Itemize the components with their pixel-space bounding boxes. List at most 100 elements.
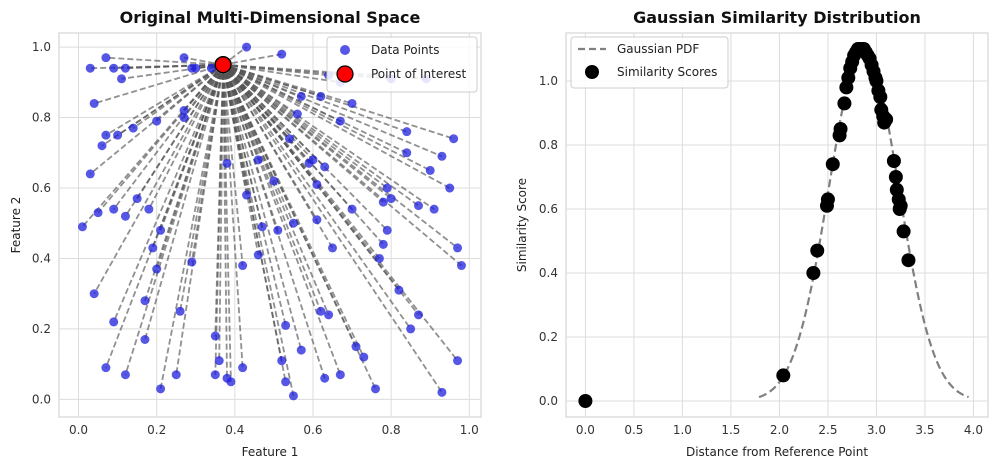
connection-line (214, 64, 225, 375)
data-point (222, 158, 232, 168)
data-point (120, 370, 130, 380)
data-point (148, 243, 158, 253)
connection-line (222, 64, 322, 312)
scatter-connection-lines (81, 46, 463, 397)
data-point (335, 116, 345, 126)
connection-line (93, 63, 224, 105)
legend-similarity-scores-label: Similarity Scores (617, 65, 717, 79)
data-point (89, 98, 99, 108)
connection-line (222, 63, 443, 158)
connection-line (148, 64, 224, 210)
y-tick-label: 0.2 (32, 322, 51, 336)
data-point (152, 264, 162, 274)
connection-line (222, 64, 228, 379)
data-point (328, 243, 338, 253)
data-point (175, 306, 185, 316)
scatter-y-axis-label: Feature 2 (9, 197, 23, 254)
scatter-legend: Data Points Point of Interest (326, 36, 478, 93)
connection-line (222, 64, 330, 316)
y-tick-label: 0.6 (539, 202, 558, 216)
data-point (320, 162, 330, 172)
connection-line (222, 64, 232, 382)
data-point (437, 387, 447, 397)
data-point (429, 204, 439, 214)
data-point (288, 218, 298, 228)
data-point (437, 151, 447, 161)
data-point (269, 176, 279, 186)
data-point (132, 194, 142, 204)
y-tick-label: 0.8 (539, 138, 558, 152)
connection-line (222, 64, 228, 164)
data-point (152, 116, 162, 126)
data-point (140, 296, 150, 306)
similarity-score-point (873, 90, 888, 104)
data-point (285, 134, 295, 144)
data-point (351, 342, 361, 352)
similarity-score-point (776, 368, 791, 383)
connection-line (105, 56, 224, 66)
similarity-plot-area (565, 32, 989, 418)
data-point (413, 310, 423, 320)
data-point (378, 197, 388, 207)
data-point (316, 91, 326, 101)
data-point (179, 113, 189, 123)
connection-line (125, 63, 224, 70)
connection-line (222, 64, 443, 393)
similarity-score-point (893, 198, 908, 213)
y-tick-label: 0.4 (539, 266, 558, 280)
similarity-score-point (833, 122, 848, 136)
data-point (210, 370, 220, 380)
data-point (296, 91, 306, 101)
connection-line (222, 64, 400, 291)
x-tick-label: 1.0 (460, 423, 479, 437)
connection-line (222, 63, 408, 133)
similarity-tick-labels: 0.0 0.5 1.0 1.5 2.0 2.5 3.0 3.5 4.0 0.0 0.2 0.4 0.6 0… (539, 74, 983, 437)
data-point (281, 377, 291, 387)
data-point (179, 106, 189, 116)
similarity-score-point (578, 394, 593, 408)
connection-line (222, 64, 463, 267)
data-point (320, 373, 330, 383)
data-point (296, 345, 306, 355)
connection-line (93, 64, 224, 295)
data-point (324, 310, 334, 320)
scatter-title: Original Multi-Dimensional Space (120, 8, 421, 27)
connection-line (222, 64, 303, 351)
connection-line (222, 64, 342, 376)
data-point (206, 63, 216, 73)
similarity-title: Gaussian Similarity Distribution (633, 8, 921, 27)
similarity-score-point (896, 224, 911, 239)
data-point (273, 225, 283, 235)
connection-line (222, 63, 435, 210)
connection-line (124, 64, 224, 375)
data-point (453, 356, 463, 366)
connection-line (223, 63, 427, 80)
connection-line (222, 64, 326, 379)
scatter-x-axis-label: Feature 1 (242, 445, 299, 459)
data-point (77, 222, 87, 232)
data-point (394, 285, 404, 295)
x-tick-label: 0.2 (147, 423, 166, 437)
data-point (386, 194, 396, 204)
legend-data-points-marker (340, 45, 350, 55)
similarity-x-axis-label: Distance from Reference Point (686, 445, 868, 459)
data-point (117, 74, 127, 84)
data-point (242, 190, 252, 200)
connection-line (222, 64, 365, 358)
connection-line (124, 64, 224, 217)
connection-line (222, 63, 408, 154)
x-tick-label: 4.0 (964, 423, 983, 437)
connection-line (121, 63, 224, 80)
x-tick-label: 0.0 (69, 423, 88, 437)
connection-line (222, 64, 357, 347)
connection-line (175, 64, 225, 375)
data-point (109, 204, 119, 214)
similarity-legend-box (570, 36, 729, 89)
connection-line (222, 64, 384, 245)
y-tick-label: 0.2 (539, 330, 558, 344)
data-point (120, 63, 130, 73)
data-point (253, 155, 263, 165)
connection-line (144, 64, 224, 340)
legend-data-points-label: Data Points (371, 43, 440, 57)
data-point (335, 370, 345, 380)
